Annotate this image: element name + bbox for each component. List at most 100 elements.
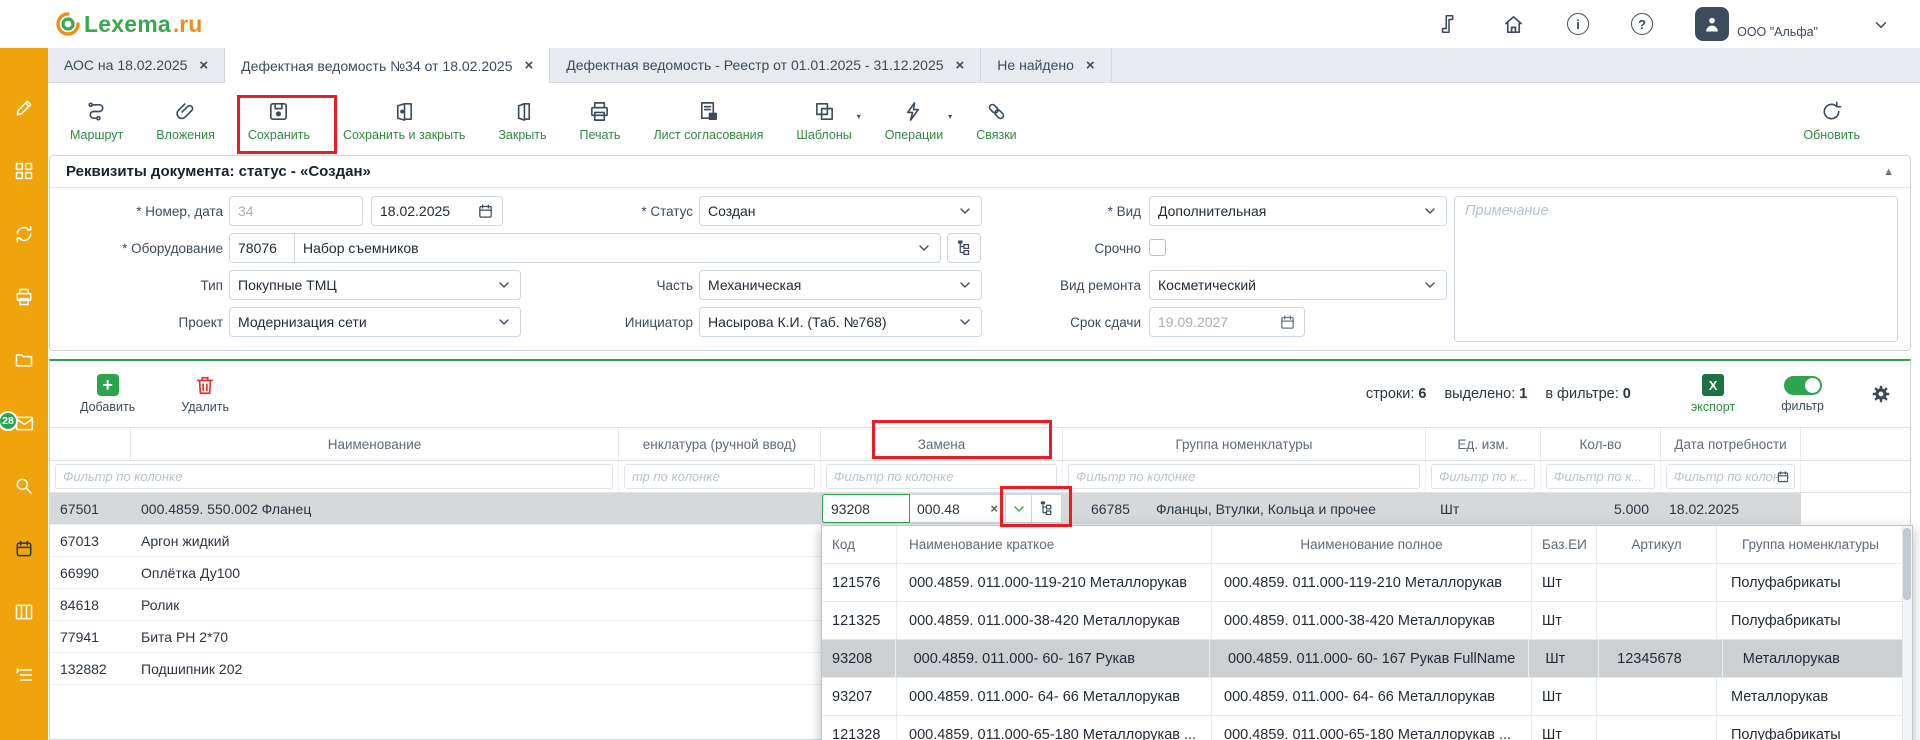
- print-sidebar-icon[interactable]: [12, 285, 36, 309]
- repair-type-select[interactable]: Косметический: [1149, 270, 1447, 300]
- filter-input-date[interactable]: [1666, 464, 1795, 489]
- filter-input-name[interactable]: [55, 464, 613, 489]
- home-icon[interactable]: [1502, 13, 1525, 36]
- document-requisites-panel: Реквизиты документа: статус - «Создан» ▲…: [49, 155, 1911, 351]
- calendar-icon[interactable]: [12, 537, 36, 561]
- vid-label: * Вид: [1107, 203, 1141, 219]
- filter-input-qty[interactable]: [1546, 464, 1655, 489]
- close-icon[interactable]: ×: [1085, 56, 1095, 74]
- close-icon[interactable]: ×: [955, 56, 965, 74]
- filter-input-replace[interactable]: [826, 464, 1057, 489]
- replace-tree-button[interactable]: [1032, 494, 1062, 523]
- dropdown-row-selected[interactable]: 93208 000.4859. 011.000- 60- 167 Рукав 000…: [822, 640, 1912, 678]
- grid-settings-button[interactable]: [1870, 383, 1892, 405]
- kanban-board-icon[interactable]: [12, 600, 36, 624]
- equipment-select[interactable]: Набор съемников: [295, 233, 941, 263]
- sync-icon[interactable]: [12, 222, 36, 246]
- column-header-replace[interactable]: Замена: [821, 428, 1063, 460]
- task-list-icon[interactable]: [12, 663, 36, 687]
- project-select[interactable]: Модернизация сети: [229, 307, 521, 337]
- close-icon[interactable]: ×: [199, 56, 209, 74]
- column-header-manual[interactable]: енклатура (ручной ввод): [619, 428, 821, 460]
- column-header-unit[interactable]: Ед. изм.: [1426, 428, 1541, 460]
- initiator-select[interactable]: Насырова К.И. (Таб. №768): [699, 307, 982, 337]
- date-field[interactable]: 18.02.2025: [371, 196, 503, 226]
- avatar: [1695, 7, 1730, 41]
- help-icon[interactable]: ?: [1631, 13, 1654, 35]
- lexema-logo[interactable]: Lexema .ru: [54, 10, 202, 38]
- search-icon[interactable]: [12, 474, 36, 498]
- dropdown-row[interactable]: 121328 000.4859. 011.000-65-180 Металлору…: [822, 716, 1912, 740]
- route-button[interactable]: Маршрут: [70, 100, 123, 142]
- status-select[interactable]: Создан: [699, 196, 982, 226]
- refresh-button[interactable]: Обновить: [1803, 100, 1860, 142]
- print-button[interactable]: Печать: [580, 100, 620, 142]
- header-chevron-down-icon[interactable]: [1872, 16, 1890, 34]
- replace-code-input[interactable]: 93208: [822, 494, 910, 523]
- info-icon[interactable]: i: [1567, 13, 1590, 35]
- mail-icon[interactable]: 28: [0, 411, 36, 435]
- delete-row-button[interactable]: Удалить: [181, 374, 229, 414]
- urgent-checkbox[interactable]: [1149, 239, 1166, 256]
- close-button[interactable]: Закрыть: [498, 100, 547, 142]
- links-button[interactable]: Связки: [976, 100, 1017, 142]
- note-textarea[interactable]: Примечание: [1454, 196, 1898, 342]
- part-select[interactable]: Механическая: [699, 270, 982, 300]
- logo-mark-icon: [56, 12, 80, 36]
- tab-aos[interactable]: АОС на 18.02.2025 ×: [48, 48, 226, 82]
- type-select[interactable]: Покупные ТМЦ: [229, 270, 521, 300]
- journal-icon[interactable]: [1438, 13, 1460, 35]
- table-row-selected[interactable]: 67501 000.4859. 550.002 Фланец 93208 000…: [50, 493, 1801, 525]
- close-icon[interactable]: ×: [524, 57, 534, 74]
- modules-grid-icon[interactable]: [12, 159, 36, 183]
- replace-text-input[interactable]: 000.48 ×: [910, 494, 1006, 523]
- project-label: Проект: [178, 314, 223, 330]
- status-label: * Статус: [641, 203, 693, 219]
- filter-row: [50, 461, 1910, 493]
- urgent-label: Срочно: [1094, 240, 1141, 256]
- dropdown-row[interactable]: 93207 000.4859. 011.000- 64- 66 Металлору…: [822, 678, 1912, 716]
- filter-toggle[interactable]: фильтр: [1781, 375, 1824, 413]
- folder-icon[interactable]: [12, 348, 36, 372]
- operations-button[interactable]: ▾ Операции: [885, 100, 952, 142]
- column-header-group[interactable]: Группа номенклатуры: [1063, 428, 1426, 460]
- filter-input-group[interactable]: [1068, 464, 1420, 489]
- excel-export-button[interactable]: X экспорт: [1691, 374, 1735, 414]
- clear-icon[interactable]: ×: [990, 501, 998, 516]
- edit-icon[interactable]: [12, 96, 36, 120]
- column-header-date[interactable]: Дата потребности: [1661, 428, 1801, 460]
- tab-defect-sheet[interactable]: Дефектная ведомость №34 от 18.02.2025 ×: [225, 48, 551, 83]
- equipment-label: * Оборудование: [122, 240, 223, 256]
- number-date-label: * Номер, дата: [136, 203, 223, 219]
- replace-dropdown-button[interactable]: [1006, 494, 1032, 523]
- user-menu[interactable]: ООО "Альфа": [1695, 7, 1818, 41]
- equipment-tree-button[interactable]: [947, 233, 981, 263]
- templates-button[interactable]: ▾ Шаблоны: [796, 100, 861, 142]
- column-header-qty[interactable]: Кол-во: [1541, 428, 1661, 460]
- number-field[interactable]: [229, 196, 363, 226]
- calendar-icon: [1776, 470, 1790, 484]
- add-row-button[interactable]: + Добавить: [80, 374, 136, 414]
- scrollbar-thumb[interactable]: [1903, 528, 1911, 600]
- tab-defect-registry[interactable]: Дефектная ведомость - Реестр от 01.01.20…: [550, 48, 982, 82]
- document-toolbar: Маршрут Вложения Сохранить Сохранить и з…: [48, 83, 1920, 155]
- tab-not-found[interactable]: Не найдено ×: [981, 48, 1112, 82]
- column-header[interactable]: [50, 428, 131, 460]
- column-header-name[interactable]: Наименование: [131, 428, 619, 460]
- dropdown-row[interactable]: 121325 000.4859. 011.000-38-420 Металлору…: [822, 602, 1912, 640]
- equipment-code-field[interactable]: 78076: [229, 233, 295, 263]
- filter-input-unit[interactable]: [1431, 464, 1535, 489]
- save-and-close-button[interactable]: Сохранить и закрыть: [343, 100, 465, 142]
- dropdown-scrollbar[interactable]: [1902, 526, 1912, 740]
- collapse-icon[interactable]: ▲: [1883, 165, 1894, 178]
- excel-icon: X: [1702, 374, 1725, 396]
- repair-type-label: Вид ремонта: [1060, 277, 1141, 293]
- save-button[interactable]: Сохранить: [248, 100, 310, 142]
- filter-input-manual[interactable]: [624, 464, 815, 489]
- dropdown-row[interactable]: 121576 000.4859. 011.000-119-210 Металлор…: [822, 564, 1912, 602]
- attachments-button[interactable]: Вложения: [156, 100, 215, 142]
- plus-icon: +: [96, 374, 119, 396]
- approval-sheet-button[interactable]: Лист согласования: [653, 100, 763, 142]
- due-date-field[interactable]: 19.09.2027: [1149, 307, 1305, 337]
- vid-select[interactable]: Дополнительная: [1149, 196, 1447, 226]
